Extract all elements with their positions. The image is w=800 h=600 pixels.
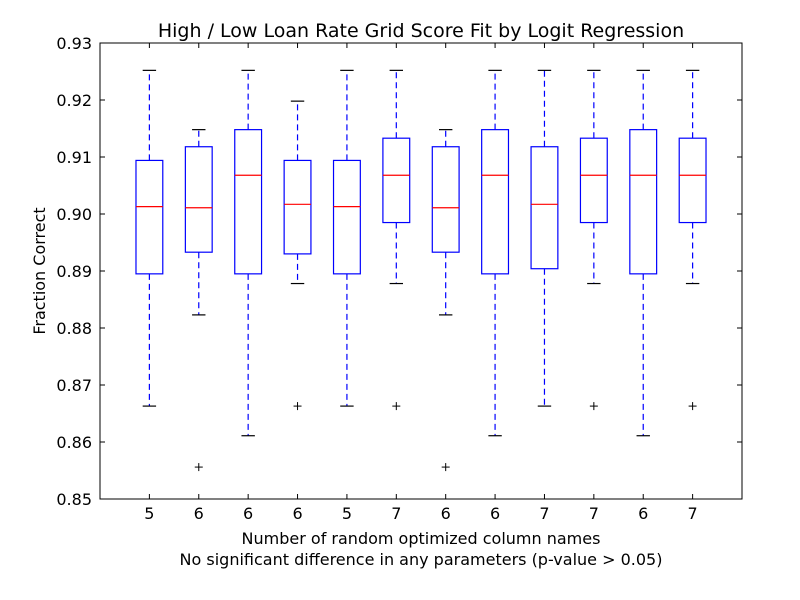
flier-point <box>589 402 598 411</box>
y-tick-label: 0.89 <box>56 262 92 281</box>
box-group <box>135 69 164 407</box>
box <box>678 137 707 224</box>
y-tick-label: 0.85 <box>56 490 92 509</box>
flier-point <box>441 463 450 472</box>
box <box>135 159 164 275</box>
box <box>184 146 213 253</box>
box <box>234 129 263 275</box>
x-tick-label: 6 <box>243 504 253 523</box>
y-tick-label: 0.88 <box>56 319 92 338</box>
box <box>629 129 658 275</box>
y-tick-label: 0.90 <box>56 205 92 224</box>
x-axis-label: Number of random optimized column names <box>242 529 601 548</box>
box-group <box>184 129 213 472</box>
x-tick-label: 7 <box>589 504 599 523</box>
x-tick-label: 7 <box>688 504 698 523</box>
box <box>431 146 460 253</box>
y-tick-label: 0.91 <box>56 148 92 167</box>
x-tick-label: 6 <box>638 504 648 523</box>
box-group <box>629 69 658 437</box>
y-tick-label: 0.86 <box>56 433 92 452</box>
y-axis-label: Fraction Correct <box>30 207 49 334</box>
x-tick-label: 5 <box>342 504 352 523</box>
y-axis-ticks: 0.85 0.86 0.87 0.88 0.89 0.90 0.91 0.92 0.93 <box>56 34 742 509</box>
flier-point <box>194 463 203 472</box>
y-tick-label: 0.92 <box>56 91 92 110</box>
x-axis-sublabel: No significant difference in any paramet… <box>180 550 663 569</box>
chart-title: High / Low Loan Rate Grid Score Fit by L… <box>158 20 684 42</box>
plot-frame <box>99 42 743 500</box>
x-axis-ticks: 5 6 6 6 5 7 6 6 7 7 6 7 <box>144 43 698 523</box>
flier-point <box>392 402 401 411</box>
box-group <box>678 69 707 411</box>
y-tick-label: 0.87 <box>56 376 92 395</box>
box <box>530 146 559 270</box>
box <box>579 137 608 224</box>
box-group <box>481 69 510 437</box>
x-tick-label: 6 <box>194 504 204 523</box>
box <box>382 137 411 224</box>
flier-point <box>293 402 302 411</box>
x-tick-label: 7 <box>391 504 401 523</box>
box-group <box>579 69 608 411</box>
box-group <box>332 69 361 407</box>
x-tick-label: 5 <box>144 504 154 523</box>
box-group <box>431 129 460 472</box>
box-group <box>530 69 559 407</box>
box <box>332 159 361 275</box>
y-tick-label: 0.93 <box>56 34 92 53</box>
plot-marks <box>135 69 707 472</box>
x-tick-label: 6 <box>490 504 500 523</box>
box-group <box>234 69 263 437</box>
box <box>481 129 510 275</box>
flier-point <box>688 402 697 411</box>
x-tick-label: 7 <box>539 504 549 523</box>
box <box>283 159 312 255</box>
x-tick-label: 6 <box>441 504 451 523</box>
box-group <box>283 100 312 411</box>
box-group <box>382 69 411 411</box>
x-tick-label: 6 <box>292 504 302 523</box>
